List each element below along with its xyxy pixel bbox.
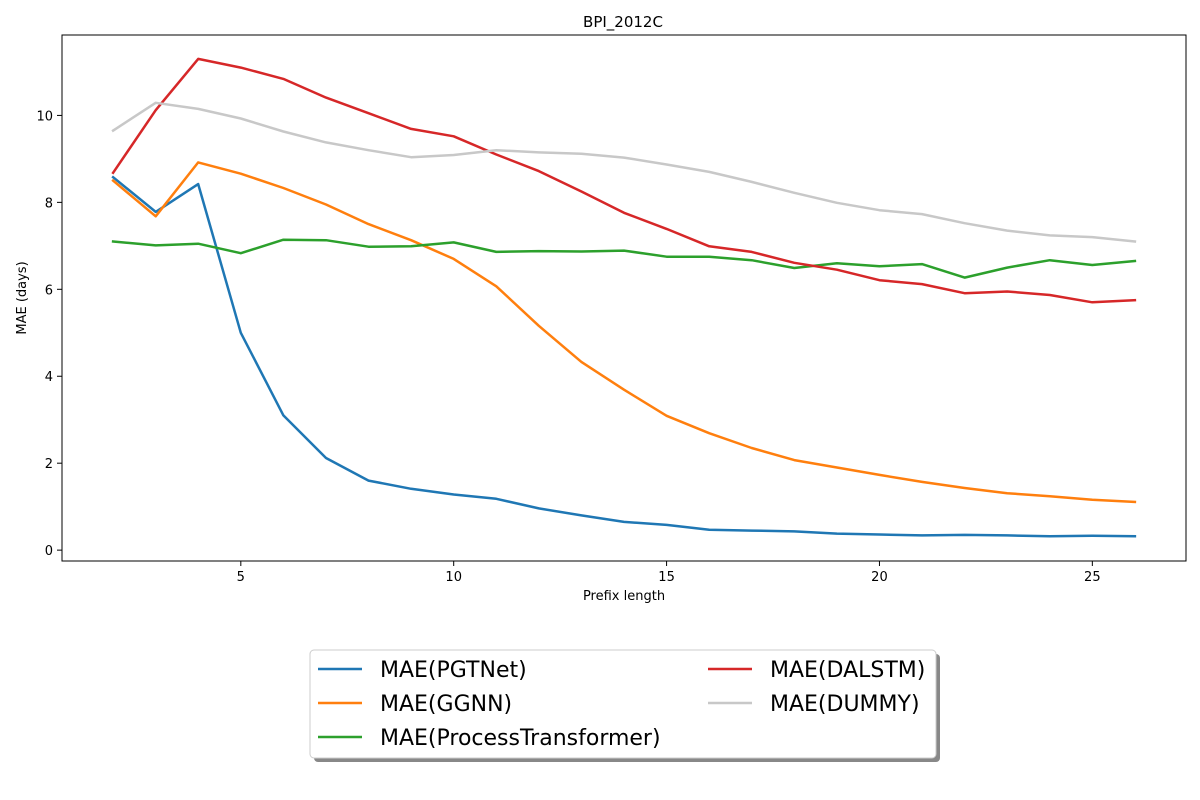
legend-label-0: MAE(PGTNet) [380,658,527,683]
axis-ticks: 5 10 15 20 25 0 2 4 6 8 10 [36,109,1100,585]
x-tick-label: 10 [445,570,462,585]
series-line-4 [111,101,1137,243]
x-axis-label: Prefix length [583,589,665,604]
y-axis-label: MAE (days) [15,261,30,334]
legend-label-2: MAE(ProcessTransformer) [380,726,661,751]
plot-frame [61,34,1187,562]
y-tick-label: 4 [45,370,53,385]
x-tick-label: 25 [1084,570,1101,585]
x-tick-label: 20 [871,570,888,585]
x-tick-label: 15 [658,570,675,585]
legend-label-1: MAE(GGNN) [380,692,512,717]
y-tick-label: 2 [45,457,53,472]
x-tick-label: 5 [237,570,245,585]
legend-label-3: MAE(DALSTM) [770,658,925,683]
series-line-0 [111,175,1137,538]
legend-label-4: MAE(DUMMY) [770,692,920,717]
plot-area [111,57,1137,538]
legend-box [309,649,937,759]
legend: MAE(PGTNet) MAE(GGNN) MAE(ProcessTransform… [309,649,940,762]
y-tick-label: 6 [45,283,53,298]
series-line-1 [111,161,1137,504]
y-tick-label: 10 [36,109,53,124]
chart-title: BPI_2012C [583,13,663,32]
series-line-2 [111,238,1137,279]
y-tick-label: 8 [45,196,53,211]
y-tick-label: 0 [45,544,53,559]
series-line-3 [111,57,1137,304]
